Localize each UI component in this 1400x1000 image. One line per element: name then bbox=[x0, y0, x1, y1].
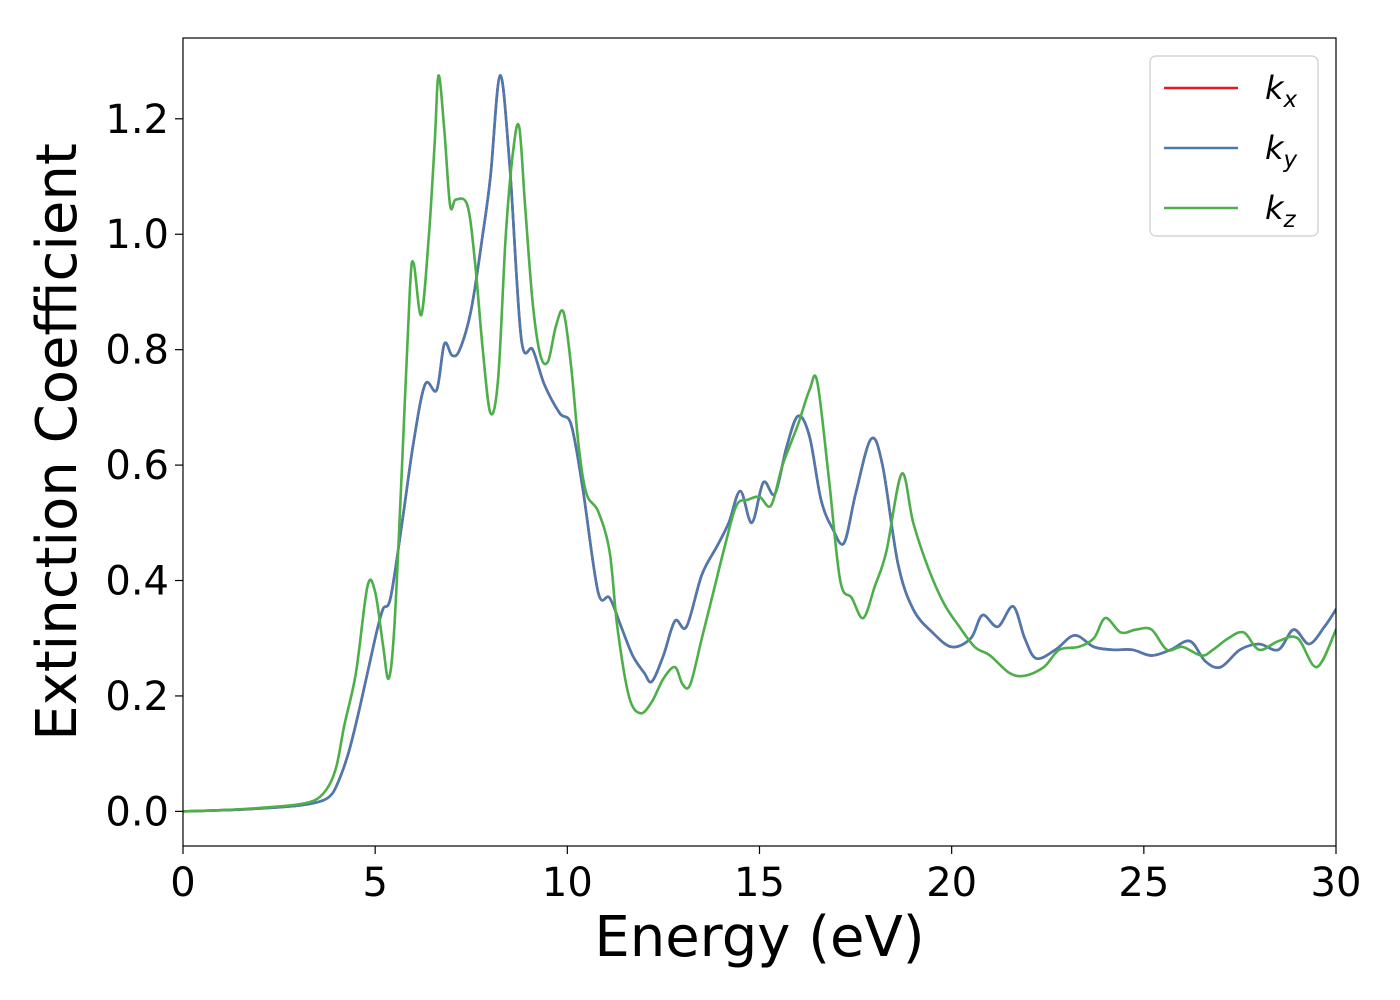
y-tick-label: 0.6 bbox=[105, 443, 169, 489]
x-axis: 0 5 10 15 20 25 30 bbox=[170, 846, 1361, 906]
x-tick-label: 0 bbox=[170, 860, 195, 906]
x-tick-label: 25 bbox=[1118, 860, 1169, 906]
series-layer bbox=[183, 74, 1336, 813]
legend-box bbox=[1149, 55, 1319, 237]
x-axis-label: Energy (eV) bbox=[594, 905, 924, 970]
x-tick-label: 5 bbox=[362, 860, 387, 906]
legend-label-kz: kz bbox=[1265, 189, 1297, 233]
y-axis: 0.0 0.2 0.4 0.6 0.8 1.0 1.2 bbox=[105, 97, 183, 835]
series-line-ky bbox=[183, 74, 1336, 813]
y-tick-label: 0.4 bbox=[105, 559, 169, 605]
y-tick-label: 1.0 bbox=[105, 212, 169, 258]
series-line-kz bbox=[183, 74, 1336, 813]
x-tick-label: 15 bbox=[734, 860, 785, 906]
y-tick-label: 0.0 bbox=[105, 789, 169, 835]
x-tick-label: 10 bbox=[542, 860, 593, 906]
x-tick-label: 20 bbox=[926, 860, 977, 906]
y-tick-label: 0.8 bbox=[105, 328, 169, 374]
y-tick-label: 0.2 bbox=[105, 674, 169, 720]
y-axis-label: Extinction Coefficient bbox=[25, 143, 90, 741]
y-tick-label: 1.2 bbox=[105, 97, 169, 143]
x-tick-label: 30 bbox=[1311, 860, 1362, 906]
